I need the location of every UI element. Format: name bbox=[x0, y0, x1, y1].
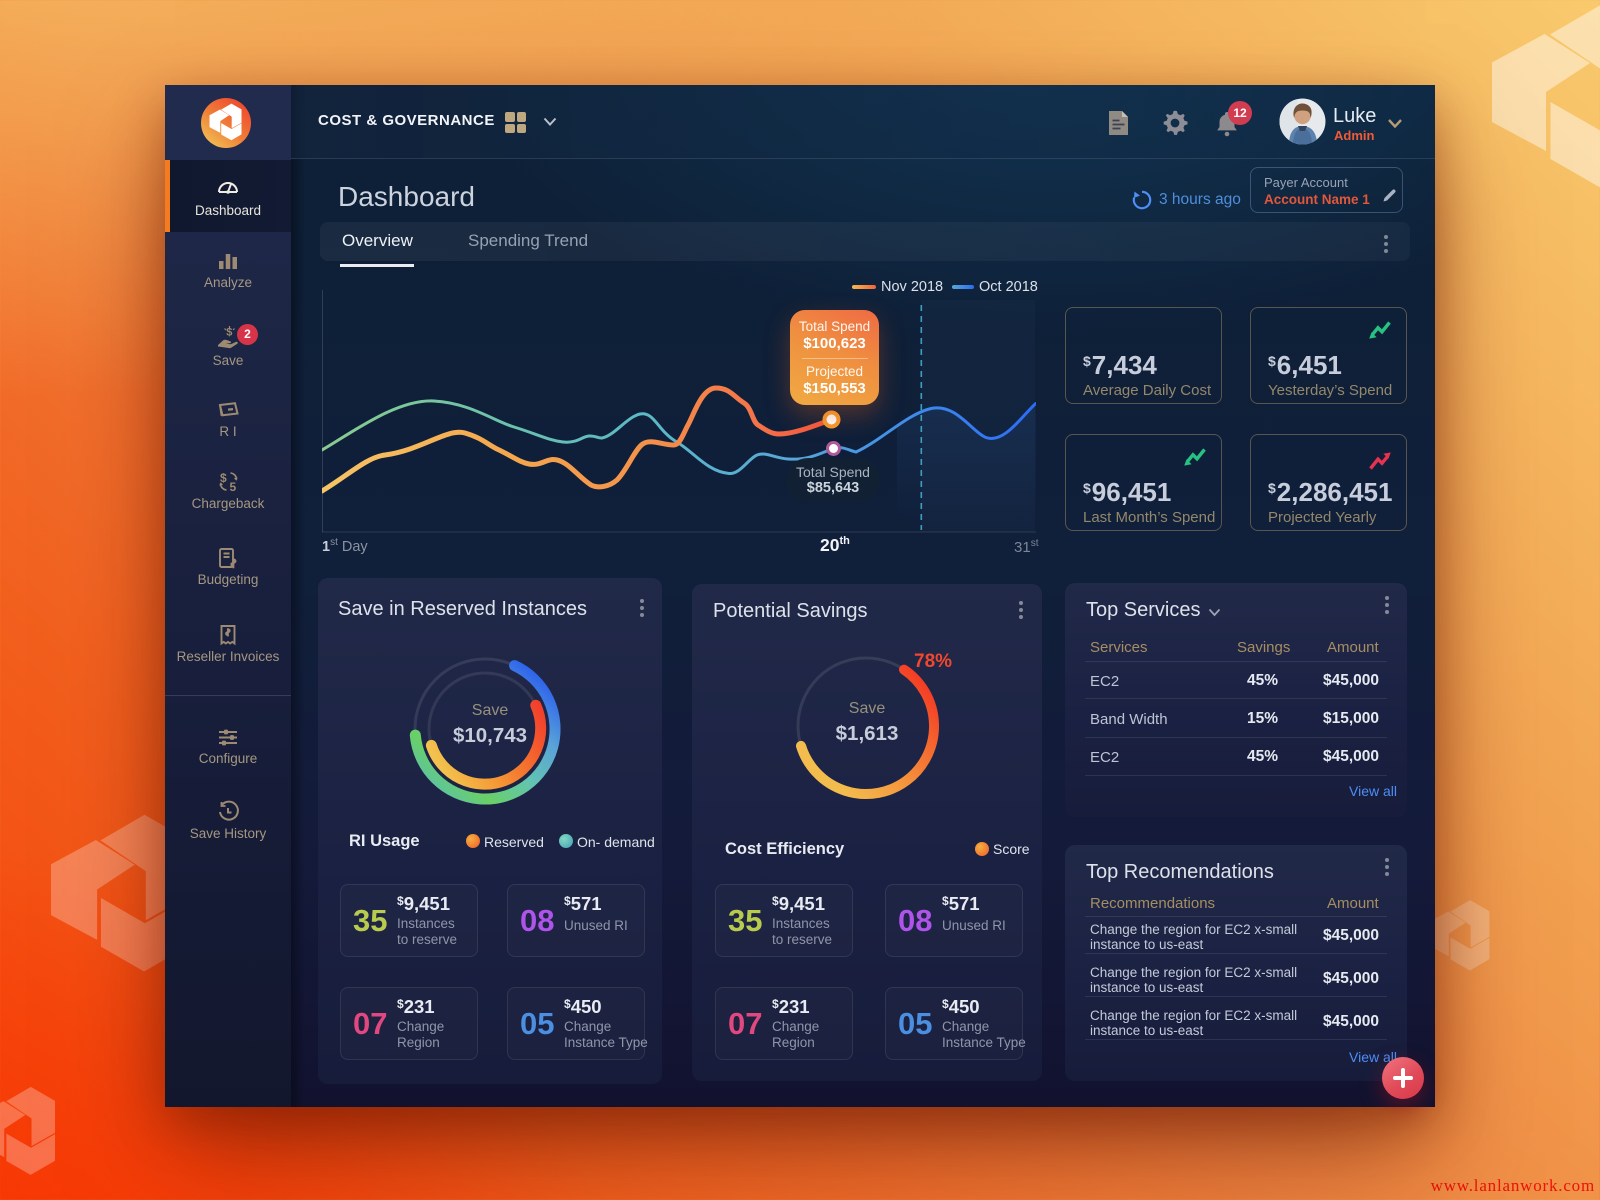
svg-text:5: 5 bbox=[229, 480, 236, 494]
svg-text:$: $ bbox=[226, 327, 232, 339]
svg-text:$: $ bbox=[220, 471, 227, 485]
